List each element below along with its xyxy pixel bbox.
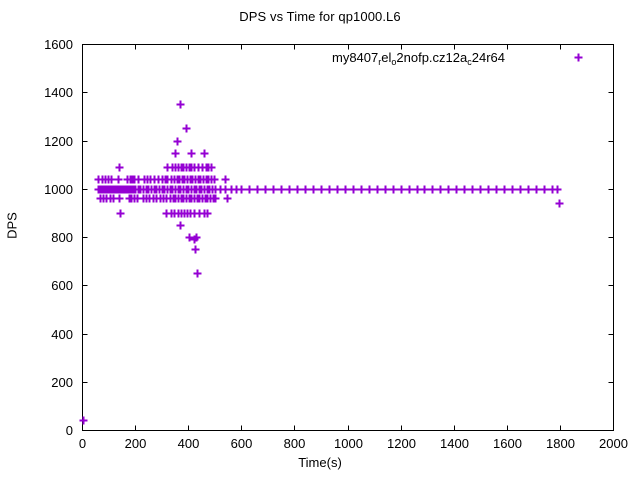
- data-point-marker: [210, 175, 219, 184]
- x-tick-label: 400: [178, 436, 200, 451]
- data-point-marker: [389, 185, 398, 194]
- y-tick-label: 1400: [44, 85, 73, 100]
- data-point-marker: [397, 185, 406, 194]
- data-point-marker: [193, 269, 202, 278]
- data-point-marker: [317, 185, 326, 194]
- data-point-marker: [176, 221, 185, 230]
- data-point-marker: [285, 185, 294, 194]
- x-tick-label: 600: [231, 436, 253, 451]
- data-point-marker: [476, 185, 485, 194]
- data-point-marker: [540, 185, 549, 194]
- data-point-marker: [115, 163, 124, 172]
- x-tick-label: 1600: [493, 436, 522, 451]
- legend-label-segment: my8407: [332, 50, 379, 65]
- data-point-marker: [413, 185, 422, 194]
- data-point-marker: [333, 185, 342, 194]
- data-point-marker: [245, 185, 254, 194]
- data-point-marker: [116, 209, 125, 218]
- data-point-marker: [237, 185, 246, 194]
- data-point-marker: [176, 100, 185, 109]
- data-point-marker: [211, 194, 220, 203]
- data-point-marker: [200, 149, 209, 158]
- data-point-marker: [207, 163, 216, 172]
- legend-label-segment: 2nofp.cz12a: [396, 50, 468, 65]
- data-point-marker: [532, 185, 541, 194]
- data-point-marker: [277, 185, 286, 194]
- data-point-marker: [114, 175, 123, 184]
- data-point-marker: [349, 185, 358, 194]
- data-point-marker: [115, 194, 124, 203]
- x-tick-label: 1400: [440, 436, 469, 451]
- data-point-marker: [187, 149, 196, 158]
- data-point-marker: [79, 416, 88, 425]
- x-tick-label: 800: [284, 436, 306, 451]
- data-point-marker: [107, 175, 116, 184]
- y-tick-label: 0: [66, 423, 73, 438]
- x-axis-label: Time(s): [298, 455, 342, 470]
- legend-marker-icon: [574, 53, 583, 62]
- data-point-marker: [223, 194, 232, 203]
- plot-border: [82, 44, 614, 431]
- data-point-marker: [381, 185, 390, 194]
- legend-entry-label: my8407relo2nofp.cz12ac24r64: [332, 50, 505, 67]
- y-tick-label: 400: [51, 327, 73, 342]
- data-series-points: [79, 100, 564, 425]
- data-point-marker: [182, 124, 191, 133]
- data-point-marker: [508, 185, 517, 194]
- legend-label-subscript: o: [391, 57, 397, 67]
- data-point-marker: [524, 185, 533, 194]
- data-point-marker: [221, 175, 230, 184]
- data-point-marker: [516, 185, 525, 194]
- data-point-marker: [420, 185, 429, 194]
- x-tick-label: 2000: [599, 436, 628, 451]
- data-point-marker: [460, 185, 469, 194]
- x-tick-label: 1800: [546, 436, 575, 451]
- data-point-marker: [553, 185, 562, 194]
- data-point-marker: [190, 235, 199, 244]
- data-point-marker: [365, 185, 374, 194]
- data-point-marker: [301, 185, 310, 194]
- data-point-marker: [269, 185, 278, 194]
- y-tick-label: 1600: [44, 37, 73, 52]
- data-point-marker: [484, 185, 493, 194]
- chart-title: DPS vs Time for qp1000.L6: [239, 9, 401, 24]
- y-tick-label: 600: [51, 278, 73, 293]
- data-point-marker: [293, 185, 302, 194]
- legend-label-segment: 24r64: [471, 50, 505, 65]
- legend-label-subscript: c: [467, 57, 472, 67]
- y-tick-label: 1000: [44, 182, 73, 197]
- y-tick-label: 1200: [44, 134, 73, 149]
- data-point-marker: [500, 185, 509, 194]
- data-point-marker: [171, 149, 180, 158]
- data-point-marker: [261, 185, 270, 194]
- data-point-marker: [555, 199, 564, 208]
- data-point-marker: [492, 185, 501, 194]
- data-point-marker: [191, 245, 200, 254]
- y-tick-label: 800: [51, 230, 73, 245]
- data-point-marker: [428, 185, 437, 194]
- data-point-marker: [373, 185, 382, 194]
- legend-label-segment: el: [381, 50, 392, 65]
- data-point-marker: [309, 185, 318, 194]
- data-point-marker: [405, 185, 414, 194]
- data-point-marker: [357, 185, 366, 194]
- data-point-marker: [253, 185, 262, 194]
- data-point-marker: [341, 185, 350, 194]
- data-point-marker: [185, 233, 194, 242]
- x-tick-label: 1000: [334, 436, 363, 451]
- x-tick-label: 1200: [387, 436, 416, 451]
- x-tick-label: 0: [79, 436, 86, 451]
- data-point-marker: [468, 185, 477, 194]
- x-tick-label: 200: [125, 436, 147, 451]
- data-point-marker: [325, 185, 334, 194]
- legend-label-subscript: r: [378, 57, 382, 67]
- data-point-marker: [444, 185, 453, 194]
- data-point-marker: [173, 137, 182, 146]
- data-point-marker: [452, 185, 461, 194]
- y-tick-label: 200: [51, 375, 73, 390]
- data-point-marker: [203, 209, 212, 218]
- data-point-marker: [436, 185, 445, 194]
